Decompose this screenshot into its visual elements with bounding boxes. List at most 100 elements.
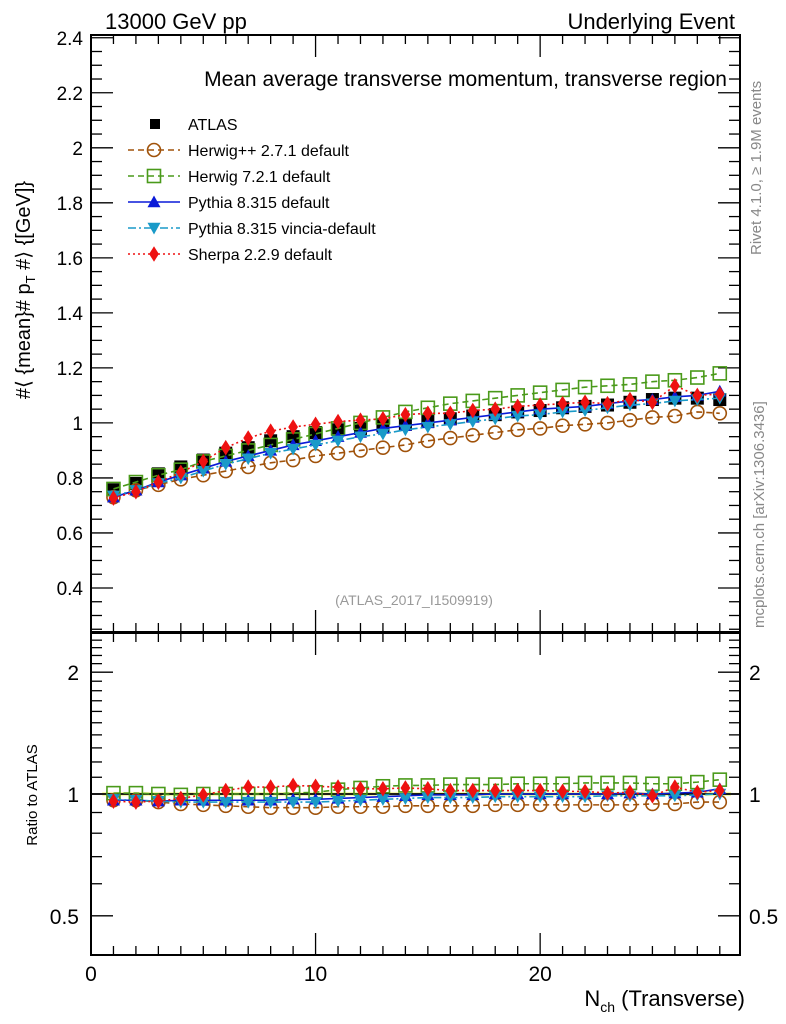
- ratio-point: [108, 793, 119, 809]
- y-tick-label: 1: [72, 414, 83, 435]
- main-y-label: #⟨ {mean}# pT #⟩ {[GeV]}: [13, 181, 38, 399]
- y-tick-label: 0.8: [57, 469, 83, 490]
- data-point: [465, 427, 481, 443]
- data-point: [690, 370, 705, 385]
- data-point: [333, 413, 343, 430]
- data-point: [443, 419, 457, 431]
- y-tick-label: 0.4: [57, 579, 84, 600]
- data-point: [556, 406, 570, 419]
- ratio-series-sherpa-2-2-9-default: [108, 777, 725, 810]
- data-point: [264, 447, 278, 460]
- data-point: [622, 412, 638, 428]
- data-point: [422, 405, 433, 422]
- ratio-point: [310, 778, 321, 795]
- ratio-point: [692, 784, 703, 801]
- y-tick-label: 1.4: [57, 304, 84, 325]
- ratio-y-tick-label-right: 2: [749, 662, 761, 685]
- ratio-point: [378, 781, 388, 797]
- ratio-point: [398, 793, 412, 805]
- x-axis-ticks: 0 10 20: [85, 35, 721, 986]
- analysis-id: (ATLAS_2017_I1509919): [335, 592, 493, 608]
- data-point: [577, 416, 593, 432]
- legend-item-pythia-8-315-vincia-default: Pythia 8.315 vincia-default: [128, 221, 376, 238]
- legend-marker: [150, 119, 160, 129]
- data-point: [714, 386, 725, 402]
- ratio-point: [175, 790, 186, 807]
- data-point: [219, 458, 233, 471]
- ratio-point: [333, 779, 343, 795]
- ratio-line: [113, 778, 720, 796]
- data-point: [198, 453, 209, 470]
- data-point: [625, 391, 635, 408]
- legend-item-sherpa-2-2-9-default: Sherpa 2.2.9 default: [128, 246, 333, 264]
- y-tick-label: 1.6: [57, 249, 83, 270]
- data-point: [533, 409, 547, 422]
- ratio-point: [647, 787, 658, 804]
- data-point: [288, 419, 298, 435]
- main-series-group: [106, 366, 728, 506]
- data-point: [602, 395, 613, 412]
- y-tick-label: 0.6: [57, 524, 83, 545]
- data-point: [532, 421, 548, 436]
- legend-item-herwig-7-2-1-default: Herwig 7.2.1 default: [128, 168, 331, 186]
- data-point: [376, 428, 390, 441]
- data-point: [622, 377, 638, 392]
- ratio-point: [243, 779, 254, 795]
- ratio-point: [714, 782, 725, 799]
- data-point: [331, 435, 345, 448]
- data-point: [577, 379, 593, 395]
- ratio-point: [355, 781, 366, 797]
- legend-label: Sherpa 2.2.9 default: [188, 247, 333, 264]
- ratio-point: [422, 781, 433, 797]
- legend-label: Pythia 8.315 vincia-default: [188, 221, 376, 238]
- data-point: [712, 366, 728, 381]
- data-point: [645, 374, 660, 389]
- ratio-point: [219, 796, 233, 809]
- data-point: [264, 434, 278, 448]
- main-axis-ticks: 0.4 0.6 0.8 1 1.2 1.4 1.6 1.8 2 2.2 2.4: [57, 29, 740, 630]
- ratio-point: [535, 782, 546, 799]
- data-point: [557, 395, 568, 412]
- data-point: [712, 405, 728, 421]
- data-point: [309, 439, 323, 452]
- y-tick-label: 2: [72, 139, 83, 160]
- series-sherpa-2-2-9-default: [108, 377, 725, 506]
- ratio-series-group: [91, 772, 740, 815]
- series-line: [113, 397, 720, 497]
- ratio-point: [264, 796, 278, 809]
- ratio-point: [421, 792, 435, 805]
- legend-item-atlas: ATLAS: [150, 117, 238, 134]
- data-point: [467, 402, 478, 419]
- ratio-point: [512, 782, 523, 799]
- series-line: [113, 372, 720, 490]
- ratio-point: [131, 794, 141, 810]
- data-point: [600, 378, 615, 394]
- data-point: [331, 423, 345, 437]
- ratio-y-tick-label: 2: [67, 662, 79, 685]
- ratio-point: [670, 779, 680, 795]
- data-point: [153, 474, 164, 490]
- ratio-y-tick-label: 0.5: [50, 906, 79, 929]
- mcplots-info-text: mcplots.cern.ch [arXiv:1306.3436]: [751, 401, 768, 628]
- ratio-y-label-text: Ratio to ATLAS: [24, 744, 41, 845]
- data-point: [400, 406, 411, 423]
- data-point: [645, 410, 660, 425]
- ratio-point: [490, 782, 501, 799]
- data-point: [668, 395, 682, 408]
- legend-marker: [147, 222, 161, 235]
- legend-marker: [147, 195, 161, 208]
- ratio-line: [113, 793, 720, 803]
- main-y-label-text: #⟨ {mean}# pT #⟩ {[GeV]}: [13, 181, 38, 399]
- ratio-line: [113, 788, 720, 802]
- ratio-point: [198, 787, 209, 803]
- mcplots-info: mcplots.cern.ch [arXiv:1306.3436]: [751, 401, 768, 628]
- ratio-point: [400, 780, 411, 796]
- series-line: [113, 384, 720, 499]
- ratio-point: [196, 796, 210, 809]
- data-point: [353, 443, 368, 458]
- y-tick-label: 2.4: [57, 29, 84, 50]
- ratio-point: [265, 779, 276, 795]
- ratio-point: [220, 782, 231, 799]
- data-point: [286, 443, 300, 456]
- data-point: [535, 397, 546, 413]
